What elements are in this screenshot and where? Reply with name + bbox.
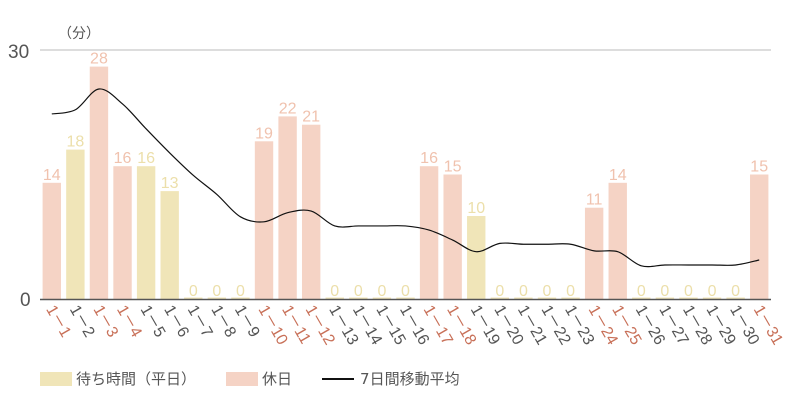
bar-1-16 <box>396 297 415 299</box>
bar-1-3 <box>89 66 109 299</box>
bar-1-29 <box>702 297 722 299</box>
bar-1-22 <box>537 297 557 299</box>
value-label: 22 <box>279 100 297 117</box>
bar-1-17 <box>419 166 439 299</box>
bar-1-21 <box>514 297 533 299</box>
y-tick-0: 0 <box>20 290 31 311</box>
value-label: 16 <box>420 150 438 167</box>
bar-1-23 <box>561 297 580 299</box>
bar-1-15 <box>372 297 392 299</box>
x-axis-labels: 1－11－21－31－41－51－61－71－81－91－101－111－121… <box>42 303 786 349</box>
bar-1-11 <box>278 116 297 300</box>
value-label: 16 <box>137 150 155 167</box>
bar-1-20 <box>490 297 510 299</box>
value-label: 18 <box>66 134 84 151</box>
bar-1-2 <box>66 149 85 299</box>
value-label: 0 <box>189 283 198 300</box>
value-label: 21 <box>302 109 320 126</box>
legend-label-moving-average: 7日間移動平均 <box>360 370 460 388</box>
value-label: 14 <box>43 167 61 184</box>
bar-1-18 <box>443 174 462 299</box>
bar-1-4 <box>113 166 132 299</box>
bar-1-10 <box>254 141 274 299</box>
value-label: 0 <box>354 283 363 300</box>
bar-1-12 <box>301 124 321 299</box>
value-label: 14 <box>609 167 627 184</box>
value-label: 0 <box>708 283 717 300</box>
bar-1-28 <box>679 297 698 299</box>
value-label: 0 <box>212 283 221 300</box>
bar-1-5 <box>136 166 156 299</box>
y-tick-30: 30 <box>8 42 29 63</box>
bar-1-27 <box>655 297 675 299</box>
bar-1-14 <box>349 297 368 299</box>
bar-1-30 <box>726 297 745 299</box>
legend-item-moving-average: 7日間移動平均 <box>322 368 460 389</box>
value-label: 0 <box>637 283 646 300</box>
bar-1-9 <box>231 297 250 299</box>
value-label: 15 <box>444 159 462 176</box>
value-label: 0 <box>660 283 669 300</box>
holiday-swatch <box>226 371 259 386</box>
bar-1-31 <box>750 174 769 299</box>
bar-1-26 <box>632 297 651 299</box>
value-label: 15 <box>750 159 768 176</box>
bar-1-6 <box>160 191 179 299</box>
bar-1-19 <box>467 216 486 299</box>
legend-label-weekday: 待ち時間（平日） <box>76 370 197 388</box>
moving-average-line <box>51 88 760 268</box>
value-label: 0 <box>401 283 410 300</box>
value-label: 28 <box>90 51 108 68</box>
value-label: 0 <box>377 283 386 300</box>
value-label: 16 <box>114 150 132 167</box>
value-label: 0 <box>543 283 552 300</box>
bar-1-8 <box>207 297 227 299</box>
legend-label-holiday: 休日 <box>262 370 293 388</box>
bar-1-1 <box>42 182 61 299</box>
value-label: 19 <box>255 125 273 142</box>
value-label: 0 <box>684 283 693 300</box>
weekday-swatch <box>40 371 72 386</box>
value-label: 0 <box>495 283 504 300</box>
value-label: 10 <box>467 200 485 217</box>
value-label: 0 <box>330 283 339 300</box>
legend-item-holiday: 休日 <box>226 368 292 389</box>
value-label: 0 <box>519 283 528 300</box>
value-label: 11 <box>586 192 603 209</box>
line-swatch <box>322 377 355 380</box>
value-label: 0 <box>566 283 575 300</box>
bar-1-25 <box>608 182 627 299</box>
y-unit-label: （分） <box>58 26 100 42</box>
bar-1-24 <box>584 207 604 299</box>
legend-item-weekday: 待ち時間（平日） <box>40 368 196 389</box>
value-label: 0 <box>236 283 245 300</box>
bar-1-7 <box>184 297 203 299</box>
value-label: 0 <box>731 283 740 300</box>
legend: 待ち時間（平日） 休日 7日間移動平均 <box>40 368 490 389</box>
bar-1-13 <box>325 297 344 299</box>
value-label: 13 <box>161 175 179 192</box>
